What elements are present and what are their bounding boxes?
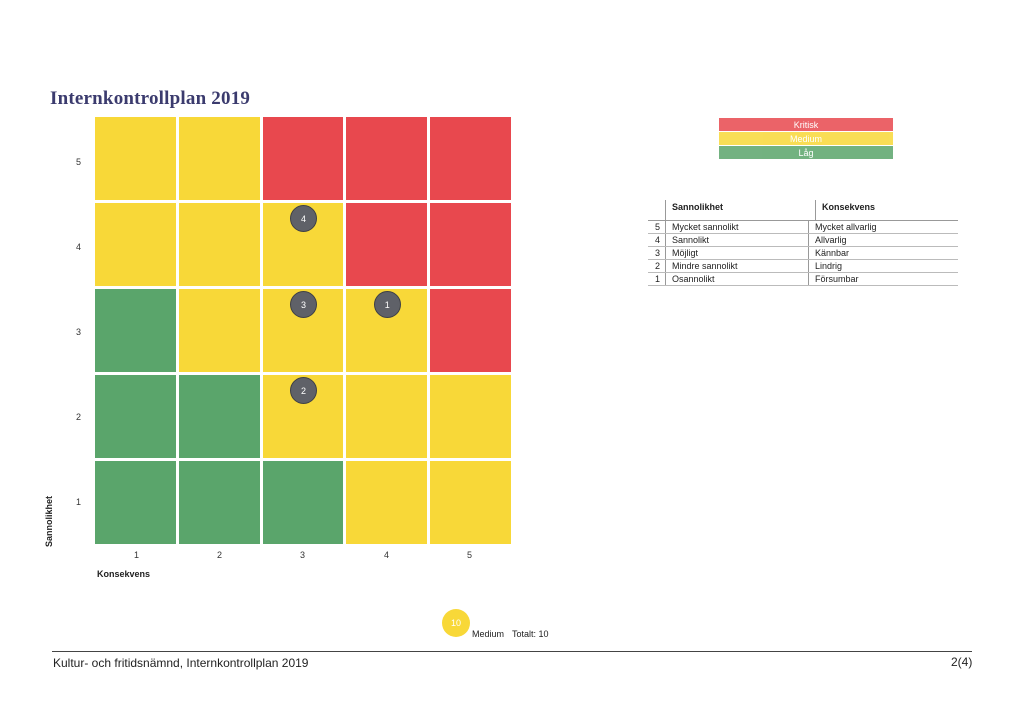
matrix-cell [430, 117, 511, 200]
scale-num: 5 [654, 222, 660, 232]
scale-header-sannolikhet: Sannolikhet [665, 200, 815, 220]
y-tick-3: 3 [76, 327, 82, 337]
matrix-cell: 3 [262, 289, 344, 372]
scale-sannolikhet: Mindre sannolikt [665, 260, 808, 272]
scale-row: 5 Mycket sannolikt Mycket allvarlig [648, 221, 958, 234]
scale-row: 3 Möjligt Kännbar [648, 247, 958, 260]
scale-num: 2 [654, 261, 660, 271]
scale-sannolikhet: Möjligt [665, 247, 808, 259]
x-tick-5: 5 [467, 550, 473, 560]
footer-text: Kultur- och fritidsnämnd, Internkontroll… [53, 656, 309, 670]
scale-row: 4 Sannolikt Allvarlig [648, 234, 958, 247]
y-tick-2: 2 [76, 412, 82, 422]
matrix-cell [178, 375, 260, 458]
scale-row: 1 Osannolikt Försumbar [648, 273, 958, 286]
legend-medium: Medium [719, 132, 893, 145]
x-tick-4: 4 [384, 550, 390, 560]
x-tick-2: 2 [217, 550, 223, 560]
summary-count-badge: 10 [442, 609, 470, 637]
scale-header-num [648, 200, 665, 220]
scale-sannolikhet: Mycket sannolikt [665, 221, 808, 233]
matrix-cell [430, 375, 511, 458]
y-tick-5: 5 [76, 157, 82, 167]
scale-konsekvens: Lindrig [808, 260, 958, 272]
y-tick-4: 4 [76, 242, 82, 252]
matrix-cell [95, 117, 176, 200]
scale-num: 4 [654, 235, 660, 245]
matrix-cell [178, 461, 260, 544]
scale-konsekvens: Kännbar [808, 247, 958, 259]
matrix-cell [346, 203, 428, 286]
matrix-cell [430, 461, 511, 544]
matrix-cell [430, 289, 511, 372]
scale-sannolikhet: Osannolikt [665, 273, 808, 285]
matrix-cell [346, 375, 428, 458]
footer-divider [52, 651, 972, 652]
y-tick-1: 1 [76, 497, 82, 507]
scale-sannolikhet: Sannolikt [665, 234, 808, 246]
scale-header-konsekvens: Konsekvens [815, 200, 958, 220]
matrix-cell: 1 [346, 289, 428, 372]
summary-level: Medium [472, 629, 505, 639]
y-axis-label: Sannolikhet [44, 495, 54, 547]
summary-total: Totalt: 10 [512, 629, 549, 639]
matrix-cell [262, 117, 344, 200]
matrix-cell [95, 289, 176, 372]
risk-marker[interactable]: 1 [373, 291, 401, 318]
x-tick-1: 1 [134, 550, 140, 560]
summary: 10 Medium Totalt: 10 [442, 609, 549, 639]
matrix-cell [95, 375, 176, 458]
matrix-cell [178, 289, 260, 372]
matrix-cell [430, 203, 511, 286]
risk-matrix: 4 3 1 2 [95, 117, 511, 544]
scale-row: 2 Mindre sannolikt Lindrig [648, 260, 958, 273]
matrix-cell [346, 461, 428, 544]
matrix-cell [346, 117, 428, 200]
scale-header: Sannolikhet Konsekvens [648, 200, 958, 221]
matrix-cell [178, 117, 260, 200]
page-number: 2(4) [951, 655, 973, 669]
risk-marker[interactable]: 2 [289, 377, 317, 404]
scale-num: 3 [654, 248, 660, 258]
scale-konsekvens: Allvarlig [808, 234, 958, 246]
scale-num: 1 [654, 274, 660, 284]
matrix-cell [95, 461, 176, 544]
matrix-cell [178, 203, 260, 286]
x-axis-label: Konsekvens [97, 569, 151, 579]
legend: Kritisk Medium Låg [719, 118, 893, 160]
matrix-cell [95, 203, 176, 286]
scale-konsekvens: Försumbar [808, 273, 958, 285]
matrix-cell: 2 [262, 375, 344, 458]
legend-kritisk: Kritisk [719, 118, 893, 131]
x-tick-3: 3 [300, 550, 306, 560]
scale-konsekvens: Mycket allvarlig [808, 221, 958, 233]
page-title: Internkontrollplan 2019 [50, 88, 251, 109]
scale-table: Sannolikhet Konsekvens 5 Mycket sannolik… [648, 200, 958, 286]
matrix-cell [262, 461, 344, 544]
risk-marker[interactable]: 4 [289, 205, 317, 232]
matrix-cell: 4 [262, 203, 344, 286]
risk-marker[interactable]: 3 [289, 291, 317, 318]
legend-lag: Låg [719, 146, 893, 159]
